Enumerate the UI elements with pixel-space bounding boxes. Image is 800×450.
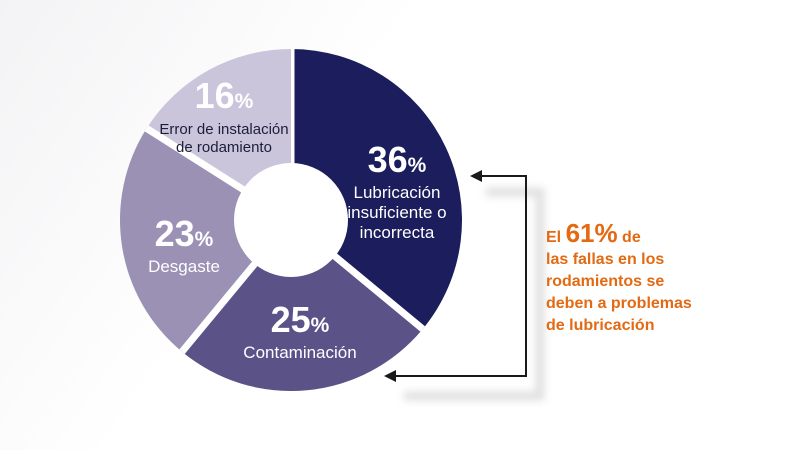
pie-slice xyxy=(182,220,423,392)
bracket-line xyxy=(392,175,527,377)
pie-slice xyxy=(291,48,463,329)
slice-category-label: incorrecta xyxy=(360,223,435,242)
slice-category-label: Lubricación xyxy=(354,183,441,202)
slice-category-label: de rodamiento xyxy=(176,139,272,156)
slice-percent-label: 36% xyxy=(368,139,427,180)
slice-category-label: Contaminación xyxy=(243,343,356,362)
slice-category-label: Desgaste xyxy=(148,257,220,276)
arrow-head-bottom xyxy=(384,370,396,382)
callout-highlight: 61% xyxy=(565,218,618,248)
pie-slice xyxy=(119,128,291,352)
donut-hole xyxy=(234,163,348,277)
slice-category-label: insuficiente o xyxy=(347,203,446,222)
callout-first-line: El 61% de xyxy=(546,220,746,249)
slice-percent-label: 23% xyxy=(155,213,214,254)
bracket-arrow xyxy=(384,170,527,382)
callout-prefix: El xyxy=(546,229,566,246)
arrow-head-top xyxy=(470,170,482,182)
slice-percent-label: 16% xyxy=(195,75,254,116)
callout-suffix: de xyxy=(617,229,641,246)
callout-line: deben a problemas xyxy=(546,295,692,312)
callout-line: de lubricación xyxy=(546,317,655,334)
callout-line: las fallas en los xyxy=(546,251,665,268)
slice-percent-label: 25% xyxy=(271,299,330,340)
callout-text: El 61% de las fallas en los rodamientos … xyxy=(546,220,746,337)
bracket-shadow xyxy=(404,187,545,401)
callout-line: rodamientos se xyxy=(546,273,665,290)
slice-category-label: Error de instalación xyxy=(159,121,288,138)
